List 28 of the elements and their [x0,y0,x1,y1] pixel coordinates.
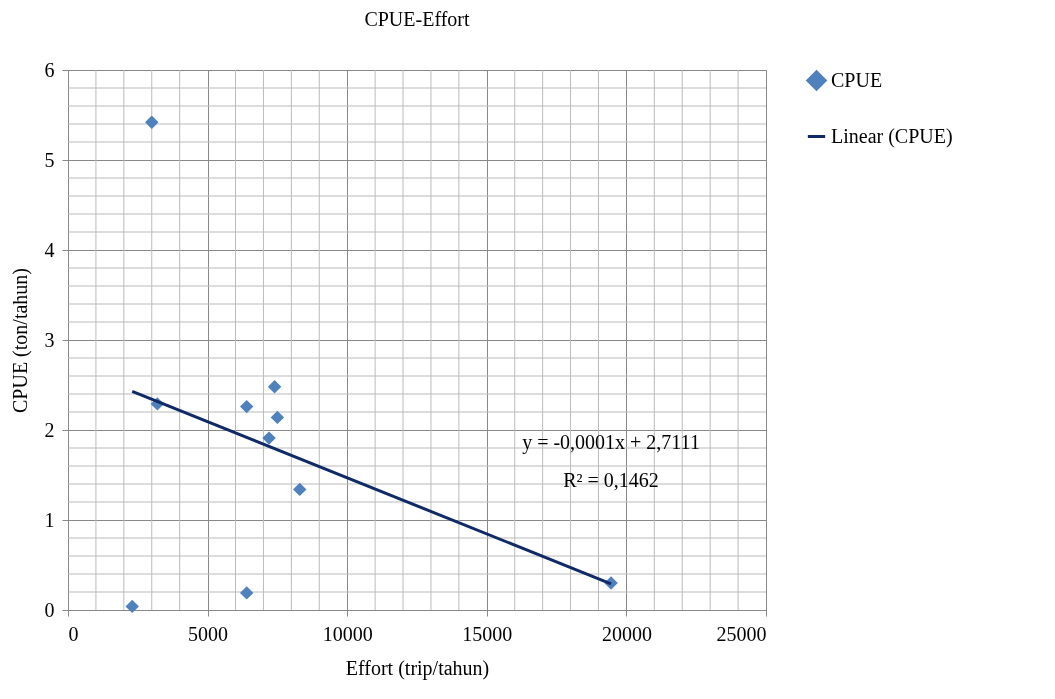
chart-title: CPUE-Effort [364,8,471,30]
annotation: R² = 0,1462 [563,469,659,491]
x-axis-title: Effort (trip/tahun) [345,656,490,680]
point [239,399,254,414]
legend-label: CPUE [831,68,883,91]
x-tick-label: 5000 [188,622,229,645]
x-tick-label: 0 [68,622,79,645]
x-tick-label: 20000 [601,622,652,645]
point [262,431,276,445]
annotation: y = -0,0001x + 2,7111 [522,431,700,454]
y-tick-label: 3 [44,328,55,351]
legend-label: Linear (CPUE) [831,124,953,148]
point [145,115,159,129]
y-tick-label: 6 [44,58,55,81]
point [239,586,254,600]
point [293,482,307,497]
y-tick-label: 2 [44,418,55,441]
point [267,380,282,394]
y-tick-label: 1 [44,508,55,531]
x-tick-label: 10000 [322,622,373,645]
x-tick-label: 25000 [716,622,767,645]
point [125,599,139,614]
point [270,410,285,425]
x-tick-label: 15000 [462,622,513,645]
y-axis-title: CPUE (ton/tahun) [8,268,32,413]
y-tick-label: 4 [44,238,55,261]
y-tick-label: 0 [44,598,55,621]
y-tick-label: 5 [44,148,55,171]
